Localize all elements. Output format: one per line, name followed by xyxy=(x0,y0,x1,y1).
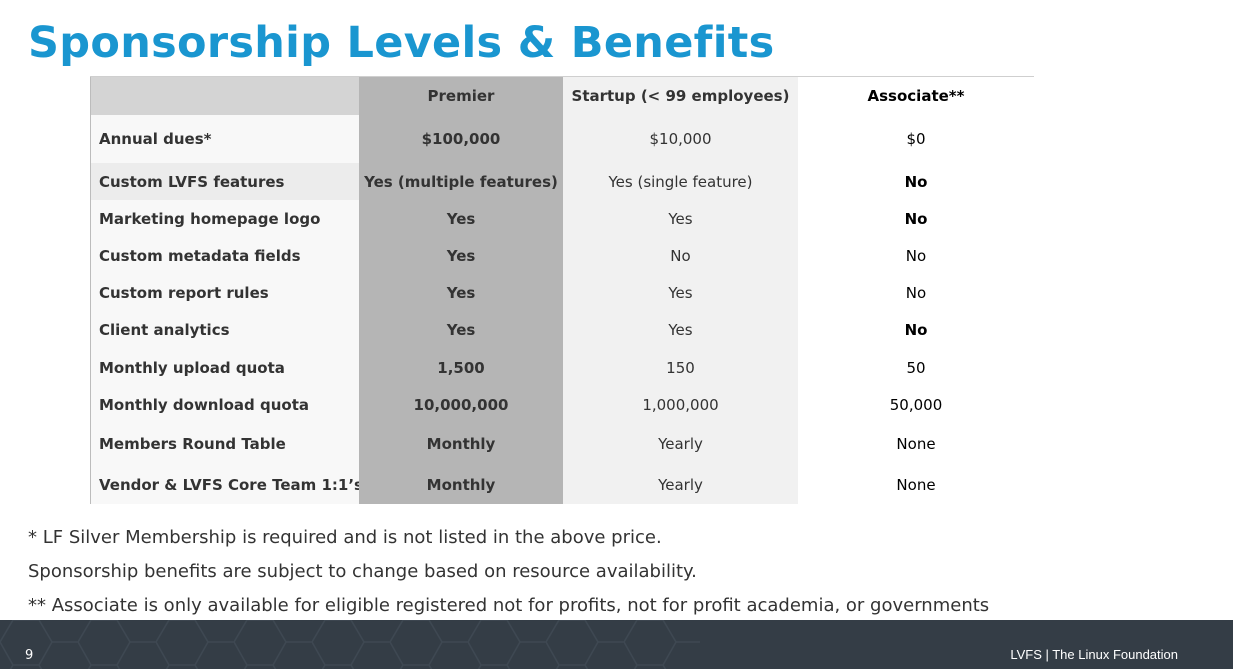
row-associate: No xyxy=(798,200,1034,237)
row-associate: $0 xyxy=(798,115,1034,163)
row-premier: Yes xyxy=(359,274,563,311)
row-feature: Annual dues* xyxy=(90,115,359,163)
table-row: Custom metadata fields Yes No No xyxy=(90,237,1034,274)
slide-footer: 9 LVFS | The Linux Foundation xyxy=(0,620,1233,669)
row-startup: No xyxy=(563,237,798,274)
row-startup: Yearly xyxy=(563,465,798,504)
row-startup: 1,000,000 xyxy=(563,386,798,423)
row-feature: Custom metadata fields xyxy=(90,237,359,274)
table-left-border xyxy=(90,77,91,504)
row-feature: Client analytics xyxy=(90,311,359,349)
table-row: Members Round Table Monthly Yearly None xyxy=(90,423,1034,465)
table-row: Vendor & LVFS Core Team 1:1’s Monthly Ye… xyxy=(90,465,1034,504)
row-premier: 10,000,000 xyxy=(359,386,563,423)
table-row: Marketing homepage logo Yes Yes No xyxy=(90,200,1034,237)
row-associate: 50 xyxy=(798,349,1034,386)
row-premier: Monthly xyxy=(359,423,563,465)
row-feature: Marketing homepage logo xyxy=(90,200,359,237)
row-startup: Yes xyxy=(563,311,798,349)
row-associate: 50,000 xyxy=(798,386,1034,423)
slide-title: Sponsorship Levels & Benefits xyxy=(28,18,775,68)
table-row: Custom LVFS features Yes (multiple featu… xyxy=(90,163,1034,200)
row-premier: Monthly xyxy=(359,465,563,504)
sponsorship-table: Premier Startup (< 99 employees) Associa… xyxy=(90,77,1034,504)
row-premier: 1,500 xyxy=(359,349,563,386)
row-associate: No xyxy=(798,163,1034,200)
row-feature: Monthly download quota xyxy=(90,386,359,423)
footnote-membership: * LF Silver Membership is required and i… xyxy=(28,527,662,548)
row-startup: Yes (single feature) xyxy=(563,163,798,200)
row-premier: Yes xyxy=(359,200,563,237)
row-premier: $100,000 xyxy=(359,115,563,163)
table-row: Monthly download quota 10,000,000 1,000,… xyxy=(90,386,1034,423)
row-premier: Yes xyxy=(359,237,563,274)
header-associate: Associate** xyxy=(798,77,1034,115)
row-associate: No xyxy=(798,311,1034,349)
row-premier: Yes (multiple features) xyxy=(359,163,563,200)
row-feature: Members Round Table xyxy=(90,423,359,465)
row-feature: Custom report rules xyxy=(90,274,359,311)
page-number: 9 xyxy=(25,648,34,663)
table-header-row: Premier Startup (< 99 employees) Associa… xyxy=(90,77,1034,115)
header-premier: Premier xyxy=(359,77,563,115)
organization-label: LVFS | The Linux Foundation xyxy=(1010,647,1178,662)
row-associate: No xyxy=(798,274,1034,311)
table-row: Monthly upload quota 1,500 150 50 xyxy=(90,349,1034,386)
hexagon-pattern-icon xyxy=(0,620,700,669)
table-top-rule xyxy=(90,76,1034,77)
footnote-associate: ** Associate is only available for eligi… xyxy=(28,595,990,616)
footnote-availability: Sponsorship benefits are subject to chan… xyxy=(28,561,697,582)
footnotes: * LF Silver Membership is required and i… xyxy=(28,521,989,623)
row-startup: 150 xyxy=(563,349,798,386)
header-startup: Startup (< 99 employees) xyxy=(563,77,798,115)
table-row: Annual dues* $100,000 $10,000 $0 xyxy=(90,115,1034,163)
row-feature: Vendor & LVFS Core Team 1:1’s xyxy=(90,465,359,504)
header-feature xyxy=(90,77,359,115)
row-associate: None xyxy=(798,423,1034,465)
row-premier: Yes xyxy=(359,311,563,349)
row-startup: $10,000 xyxy=(563,115,798,163)
row-startup: Yearly xyxy=(563,423,798,465)
table-row: Client analytics Yes Yes No xyxy=(90,311,1034,349)
row-startup: Yes xyxy=(563,274,798,311)
row-feature: Monthly upload quota xyxy=(90,349,359,386)
row-startup: Yes xyxy=(563,200,798,237)
table-row: Custom report rules Yes Yes No xyxy=(90,274,1034,311)
row-feature: Custom LVFS features xyxy=(90,163,359,200)
row-associate: No xyxy=(798,237,1034,274)
row-associate: None xyxy=(798,465,1034,504)
